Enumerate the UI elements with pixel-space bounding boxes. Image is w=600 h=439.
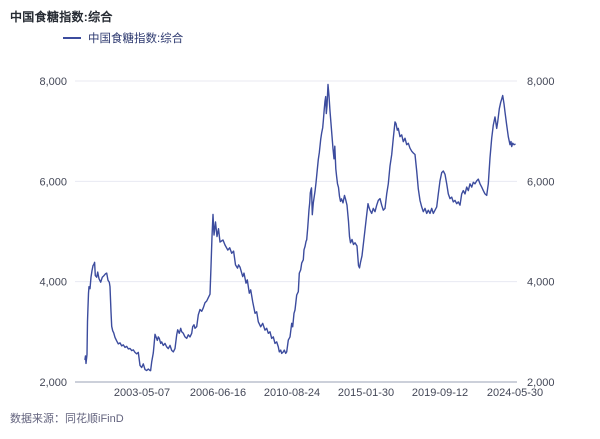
y-tick-right-2000: 2,000 <box>527 377 555 389</box>
data-source-note: 数据来源：同花顺iFinD <box>10 413 124 425</box>
chart-title: 中国食糖指数:综合 <box>10 10 113 24</box>
legend: 中国食糖指数:综合 <box>63 30 183 46</box>
y-tick-left-6000: 6,000 <box>39 176 67 188</box>
y-tick-left-4000: 4,000 <box>39 277 67 289</box>
x-tick-2015-01-30: 2015-01-30 <box>338 387 394 399</box>
x-tick-2010-08-24: 2010-08-24 <box>264 387 320 399</box>
series-line-中国食糖指数:综合 <box>84 83 516 372</box>
legend-label: 中国食糖指数:综合 <box>88 33 184 45</box>
x-tick-2003-05-07: 2003-05-07 <box>114 387 170 399</box>
y-tick-right-4000: 4,000 <box>527 277 555 289</box>
x-tick-2006-06-16: 2006-06-16 <box>190 387 246 399</box>
x-tick-2024-05-30: 2024-05-30 <box>487 387 543 399</box>
y-tick-left-8000: 8,000 <box>39 76 67 88</box>
y-tick-left-2000: 2,000 <box>39 377 67 389</box>
x-tick-2019-09-12: 2019-09-12 <box>412 387 468 399</box>
legend-line-marker <box>63 37 81 39</box>
y-tick-right-6000: 6,000 <box>527 176 555 188</box>
y-tick-right-8000: 8,000 <box>527 76 555 88</box>
